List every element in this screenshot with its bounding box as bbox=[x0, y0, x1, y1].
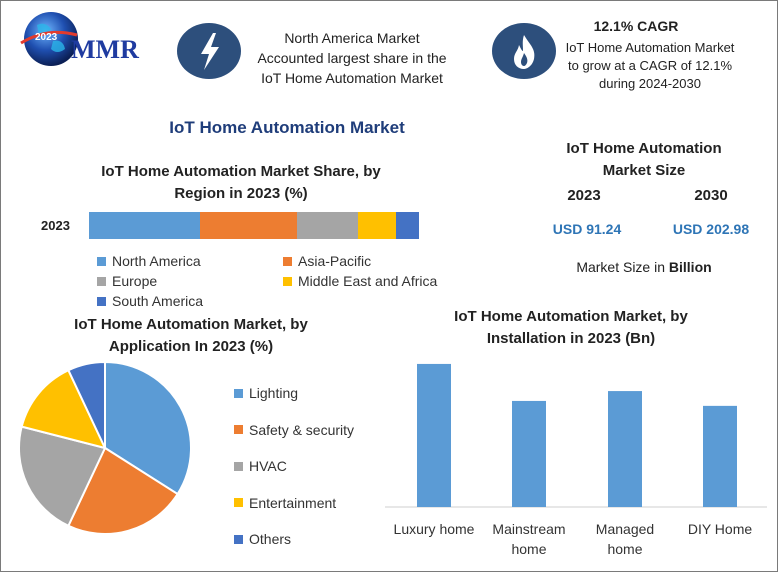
pie-slice-others bbox=[67, 361, 106, 449]
region-segment-asia-pacific bbox=[199, 212, 297, 239]
region-chart-title-line: IoT Home Automation Market Share, by bbox=[101, 163, 381, 180]
installation-chart-title-line: IoT Home Automation Market, by bbox=[454, 308, 688, 325]
globe-icon bbox=[20, 12, 78, 66]
legend-swatch bbox=[234, 461, 243, 471]
legend-swatch bbox=[97, 256, 106, 266]
region-category-label: 2023 bbox=[41, 218, 70, 233]
application-chart-title: IoT Home Automation Market, by Applicati… bbox=[41, 314, 341, 358]
logo-year: 2023 bbox=[35, 32, 58, 43]
installation-category-label: home bbox=[607, 541, 642, 557]
region-legend-label: Asia-Pacific bbox=[298, 253, 372, 269]
logo-text: MMR bbox=[71, 35, 139, 64]
installation-chart-title: IoT Home Automation Market, by Installat… bbox=[401, 306, 741, 350]
pie-slice-hvac bbox=[17, 425, 107, 528]
legend-swatch bbox=[234, 534, 243, 544]
fact2-line: to grow at a CAGR of 12.1% bbox=[567, 58, 733, 73]
region-chart-title-line: Region in 2023 (%) bbox=[174, 185, 308, 202]
fact2-line: during 2024-2030 bbox=[599, 76, 701, 91]
market-size-year-2023: 2023 bbox=[567, 187, 601, 204]
main-title: IoT Home Automation Market bbox=[169, 118, 405, 137]
market-size-year-2030: 2030 bbox=[694, 187, 728, 204]
fact1-line: IoT Home Automation Market bbox=[261, 70, 443, 86]
region-stacked-bar bbox=[89, 212, 419, 239]
market-size-unit-bold: Billion bbox=[668, 259, 712, 275]
fact2-line: IoT Home Automation Market bbox=[565, 40, 735, 55]
region-segment-europe bbox=[296, 212, 358, 239]
legend-swatch bbox=[97, 296, 106, 306]
legend-swatch bbox=[283, 276, 292, 286]
fact1-badge bbox=[177, 23, 241, 79]
region-legend-item: Europe bbox=[97, 273, 157, 289]
region-segment-middle-east-and-africa bbox=[357, 212, 396, 239]
fact2-title: 12.1% CAGR bbox=[593, 18, 679, 34]
region-legend-label: Middle East and Africa bbox=[298, 273, 438, 289]
installation-category-label: DIY Home bbox=[688, 521, 753, 537]
region-legend-label: Europe bbox=[112, 273, 158, 289]
application-legend-item: Others bbox=[234, 531, 291, 547]
region-legend-item: Asia-Pacific bbox=[283, 253, 371, 269]
region-legend-item: South America bbox=[97, 293, 203, 309]
legend-swatch bbox=[234, 425, 243, 435]
installation-bar bbox=[417, 363, 451, 507]
application-legend-item: Lighting bbox=[234, 385, 298, 401]
lightning-bolt-icon bbox=[201, 33, 219, 70]
market-size-title-line: IoT Home Automation bbox=[566, 140, 722, 157]
flame-icon bbox=[514, 35, 535, 69]
region-chart-title: IoT Home Automation Market Share, by Reg… bbox=[61, 161, 421, 205]
market-size-unit: Market Size in Billion bbox=[541, 259, 747, 275]
market-size-unit-prefix: Market Size in bbox=[576, 259, 666, 275]
pie-slice-entertainment bbox=[20, 368, 107, 450]
application-legend-label: Entertainment bbox=[249, 494, 337, 511]
market-size-value-2023: USD 91.24 bbox=[552, 221, 622, 237]
region-legend-label: South America bbox=[112, 293, 204, 309]
application-pie-chart bbox=[17, 361, 192, 535]
installation-bar bbox=[512, 400, 546, 507]
application-legend-item: HVAC bbox=[234, 458, 287, 474]
fact2-text: IoT Home Automation Market to grow at a … bbox=[541, 39, 759, 93]
installation-category-label: Managed bbox=[596, 521, 654, 537]
installation-category-label: home bbox=[511, 541, 546, 557]
fact1-text: North America Market Accounted largest s… bbox=[239, 28, 465, 88]
region-segment-north-america bbox=[89, 212, 200, 239]
logo: MMR 2023 bbox=[17, 9, 167, 69]
region-legend-item: Middle East and Africa bbox=[283, 273, 437, 289]
application-legend-label: HVAC bbox=[249, 458, 287, 474]
installation-chart-title-line: Installation in 2023 (Bn) bbox=[486, 330, 656, 347]
market-size-value-2030: USD 202.98 bbox=[672, 221, 750, 237]
installation-category-label: Mainstream bbox=[492, 521, 565, 537]
application-legend-label: Safety & security bbox=[249, 421, 355, 438]
legend-swatch bbox=[234, 388, 243, 398]
installation-bar bbox=[608, 391, 642, 507]
application-legend-item: Entertainment bbox=[234, 495, 336, 511]
region-segment-south-america bbox=[395, 212, 419, 239]
application-legend-label: Others bbox=[249, 531, 292, 547]
market-size-title-line: Market Size bbox=[602, 162, 686, 179]
fact1-line: Accounted largest share in the bbox=[257, 50, 447, 66]
application-legend-item: Safety & security bbox=[234, 422, 354, 438]
legend-swatch bbox=[97, 276, 106, 286]
application-chart-title-line: Application In 2023 (%) bbox=[108, 338, 274, 355]
fact2-badge bbox=[492, 23, 556, 79]
fact1-line: North America Market bbox=[284, 30, 420, 46]
region-legend-label: North America bbox=[112, 253, 201, 269]
installation-category-label: Luxury home bbox=[394, 521, 475, 537]
application-legend-label: Lighting bbox=[249, 385, 299, 401]
region-legend-item: North America bbox=[97, 253, 201, 269]
installation-bar bbox=[703, 405, 737, 507]
legend-swatch bbox=[283, 256, 292, 266]
legend-swatch bbox=[234, 498, 243, 508]
market-size-title: IoT Home Automation Market Size bbox=[541, 138, 747, 182]
installation-bar-chart: Luxury home Mainstream home Managed home DIY … bbox=[385, 363, 767, 557]
application-chart-title-line: IoT Home Automation Market, by bbox=[74, 316, 308, 333]
